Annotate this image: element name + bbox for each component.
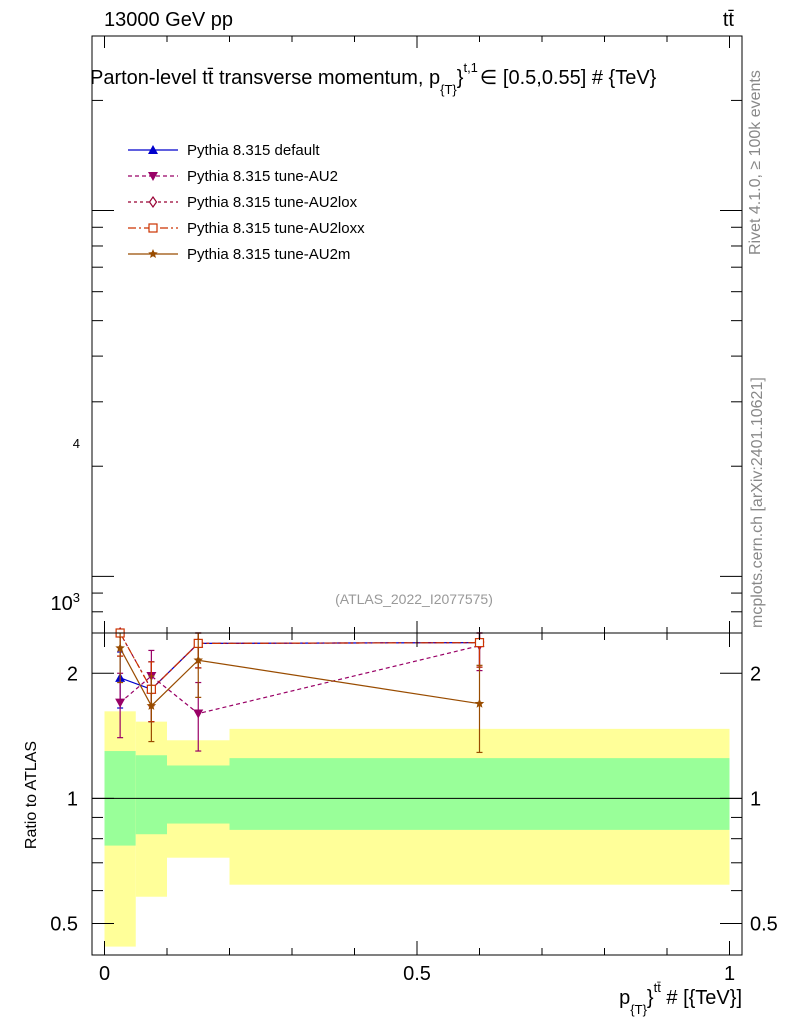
series-0 (115, 632, 485, 723)
ratio-ytick-labels: 0.5 0.5 1 1 2 2 (50, 663, 778, 935)
marker-star (146, 700, 157, 710)
marker-triangle-up (148, 145, 158, 154)
plot-title-main: Parton-level tt̄ transverse momentum, p (90, 67, 440, 89)
xlabel-sub: {T} (630, 1002, 647, 1017)
mcplots-label: mcplots.cern.ch [arXiv:2401.10621] (749, 377, 766, 628)
main-axis-ticks (92, 35, 742, 634)
plot-title-tail: ∈ [0.5,0.55] # {TeV} (480, 67, 657, 89)
series-2 (115, 626, 484, 723)
main-ytick-label-1000: 103 (51, 590, 80, 615)
energy-label: 13000 GeV pp (104, 9, 233, 31)
ratio-ytick-label-right: 0.5 (750, 914, 778, 936)
marker-square (148, 223, 158, 233)
plot-title-brace: } (457, 67, 464, 89)
main-panel-frame (91, 35, 743, 634)
analysis-label: (ATLAS_2022_I2077575) (335, 591, 493, 607)
legend: Pythia 8.315 default Pythia 8.315 tune-AU… (128, 142, 365, 263)
ratio-ytick-label-right: 1 (750, 788, 761, 810)
legend-label: Pythia 8.315 tune-AU2 (187, 168, 338, 185)
xlabel-main: p (619, 987, 630, 1009)
series-line (119, 642, 480, 691)
legend-label: Pythia 8.315 default (187, 142, 320, 159)
legend-entry: Pythia 8.315 tune-AU2 (128, 168, 338, 185)
xtick-label: 0.5 (403, 963, 431, 985)
xlabel-brace: } (647, 987, 654, 1009)
legend-entry: Pythia 8.315 tune-AU2lox (128, 194, 358, 211)
legend-entry: Pythia 8.315 tune-AU2m (128, 246, 350, 263)
marker-diamond (148, 195, 158, 209)
series-4 (115, 632, 485, 754)
inner-band (229, 758, 730, 830)
ratio-ylabel: Ratio to ATLAS (23, 741, 40, 849)
ratio-ytick-label-left: 2 (67, 663, 78, 685)
reference-bands (104, 711, 730, 947)
series-line (119, 645, 480, 715)
xlabel-tail: # [{TeV}] (661, 987, 742, 1009)
ratio-ytick-label-left: 0.5 (50, 914, 78, 936)
plot-title: Parton-level tt̄ transverse momentum, p{… (90, 60, 657, 97)
ratio-ytick-label-right: 2 (750, 663, 761, 685)
marker-triangle-down (193, 709, 204, 719)
marker-star (148, 249, 158, 259)
legend-label: Pythia 8.315 tune-AU2m (187, 246, 350, 263)
xtick-label: 0 (99, 963, 110, 985)
plot-title-sup: t,1 (463, 60, 477, 75)
xlabel-sup: tt̄ (654, 980, 662, 995)
x-axis-label: p{T}}tt̄ # [{TeV}] (619, 980, 742, 1017)
ratio-axis-ticks (92, 672, 742, 925)
inner-band (135, 755, 167, 835)
marker-star (115, 643, 125, 653)
legend-entry: Pythia 8.315 default (128, 142, 320, 159)
legend-label: Pythia 8.315 tune-AU2lox (187, 194, 358, 211)
legend-label: Pythia 8.315 tune-AU2loxx (187, 220, 365, 237)
series-line (119, 632, 480, 691)
ratio-ytick-label-left: 1 (67, 788, 78, 810)
marker-star (474, 698, 485, 708)
main-ytick-label-4: 4 (73, 436, 80, 451)
series-line (119, 632, 480, 691)
rivet-version-label: Rivet 4.1.0, ≥ 100k events (747, 70, 764, 255)
series-line (119, 647, 480, 707)
plot-title-sub: {T} (440, 82, 457, 97)
process-label: tt̄ (723, 9, 735, 31)
inner-band (167, 765, 230, 824)
marker-triangle-down (148, 172, 158, 181)
x-axis-ticks: 0 0.5 1 (99, 633, 735, 985)
marker-star (193, 655, 204, 665)
legend-entry: Pythia 8.315 tune-AU2loxx (128, 220, 365, 237)
xtick-label: 1 (724, 963, 735, 985)
marker-triangle-down (115, 698, 126, 708)
